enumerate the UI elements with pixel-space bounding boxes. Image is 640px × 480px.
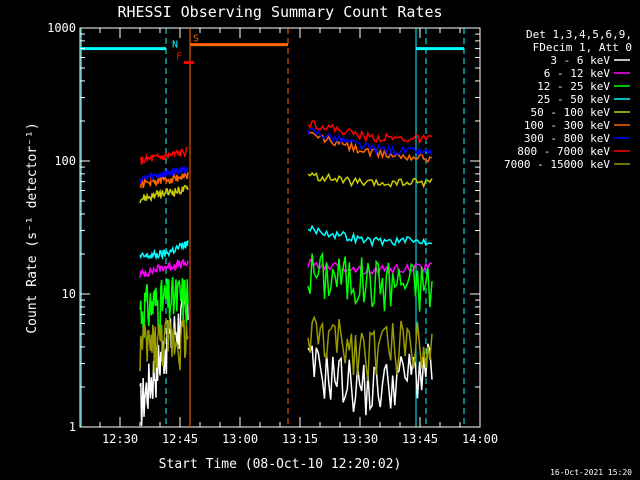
x-axis-ticks: 12:30 12:45 13:00 13:15 13:30 13:45 14:00 — [79, 28, 498, 446]
x-tick-label: 14:00 — [462, 432, 498, 446]
series-50-100-kev-trace-1 — [139, 185, 189, 204]
attenuator-flags: N SF — [80, 34, 464, 65]
x-tick-label: 13:00 — [222, 432, 258, 446]
series-800-7000-kev-trace-2 — [307, 120, 433, 145]
y-tick-label: 1000 — [47, 21, 76, 35]
legend-label: 800 - 7000 keV — [517, 145, 610, 158]
chart-title: RHESSI Observing Summary Count Rates — [117, 3, 442, 21]
x-tick-label: 12:45 — [162, 432, 198, 446]
series-50-100-kev-trace-2 — [307, 171, 433, 189]
y-tick-label: 10 — [62, 287, 76, 301]
x-tick-label: 12:30 — [102, 432, 138, 446]
legend-label: 7000 - 15000 keV — [504, 158, 610, 171]
flag-s-label: S — [193, 34, 199, 45]
series-300-800-kev-trace-2 — [307, 126, 433, 158]
x-axis-label: Start Time (08-Oct-10 12:20:02) — [159, 457, 402, 472]
flag-n-label: N — [172, 40, 178, 51]
legend-label: 100 - 300 keV — [524, 119, 610, 132]
legend-header: FDecim 1, Att 0 — [533, 41, 632, 54]
footer-timestamp: 16-Oct-2021 15:20 — [550, 468, 632, 477]
series-25-50-kev-trace-2 — [307, 224, 433, 248]
x-tick-label: 13:45 — [402, 432, 438, 446]
legend-label: 25 - 50 keV — [537, 93, 610, 106]
flag-f-label: F — [176, 52, 182, 63]
series-300-800-kev-trace-1 — [139, 166, 189, 184]
series-6-12-kev-trace-1 — [139, 258, 189, 278]
legend-label: 300 - 800 keV — [524, 132, 610, 145]
legend-label: 50 - 100 keV — [531, 106, 611, 119]
x-tick-label: 13:30 — [342, 432, 378, 446]
legend-label: 3 - 6 keV — [550, 54, 610, 67]
series-25-50-kev-trace-1 — [139, 240, 189, 261]
legend-label: 12 - 25 keV — [537, 80, 610, 93]
series-3-6-kev-trace-1 — [139, 287, 189, 426]
series-100-300-kev-trace-1 — [139, 169, 189, 189]
x-tick-label: 13:15 — [282, 432, 318, 446]
time-markers — [80, 28, 465, 427]
legend-header: Det 1,3,4,5,6,9, — [526, 28, 632, 41]
legend: Det 1,3,4,5,6,9,FDecim 1, Att 03 - 6 keV… — [504, 28, 632, 171]
y-axis-ticks: 1 10 100 1000 — [47, 21, 480, 434]
y-axis-label: Count Rate (s⁻¹ detector⁻¹) — [25, 122, 40, 333]
series-12-25-kev-trace-1 — [139, 276, 189, 339]
series-7000-15000-kev-trace-2 — [307, 315, 433, 381]
series-100-300-kev-trace-2 — [307, 130, 433, 164]
series-12-25-kev-trace-2 — [307, 251, 433, 312]
data-series — [139, 120, 433, 426]
series-800-7000-kev-trace-1 — [139, 146, 189, 165]
legend-label: 6 - 12 keV — [544, 67, 611, 80]
series-3-6-kev-trace-2 — [307, 343, 433, 416]
series-7000-15000-kev-trace-1 — [139, 317, 189, 373]
y-tick-label: 100 — [54, 154, 76, 168]
y-tick-label: 1 — [69, 420, 76, 434]
